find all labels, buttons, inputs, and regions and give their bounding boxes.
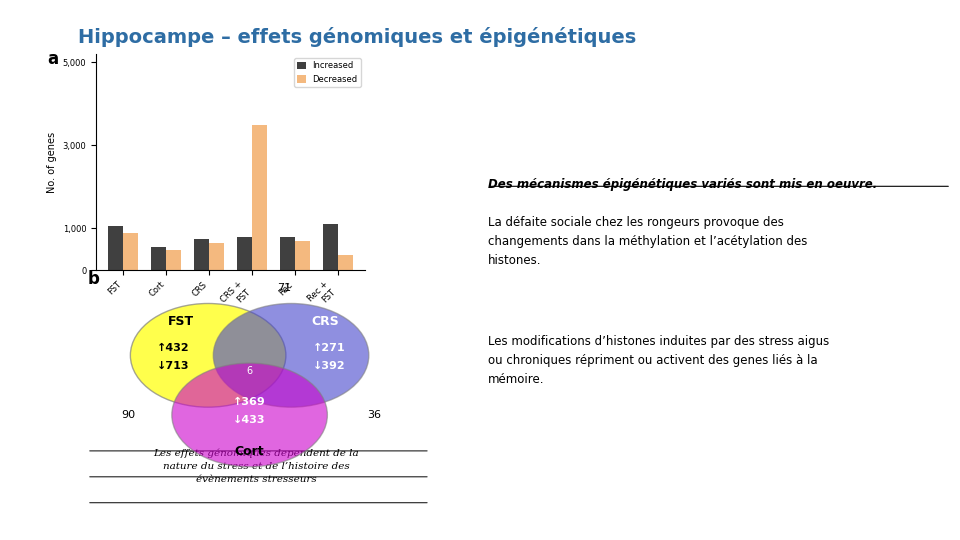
Bar — [194, 239, 209, 270]
Text: ↓433: ↓433 — [233, 415, 266, 425]
Bar — [209, 243, 224, 270]
Text: 6: 6 — [247, 366, 252, 376]
Text: FST: FST — [167, 315, 194, 328]
Bar — [279, 237, 295, 270]
Bar — [338, 255, 352, 270]
Legend: Increased, Decreased: Increased, Decreased — [294, 58, 361, 87]
Ellipse shape — [172, 363, 327, 467]
Bar — [166, 250, 181, 270]
Bar — [108, 226, 123, 270]
Bar — [252, 125, 267, 270]
Text: La défaite sociale chez les rongeurs provoque des
changements dans la méthylatio: La défaite sociale chez les rongeurs pro… — [488, 216, 807, 267]
Bar — [237, 237, 252, 270]
Y-axis label: No. of genes: No. of genes — [47, 131, 57, 193]
Text: 36: 36 — [367, 410, 381, 420]
Bar — [323, 224, 338, 270]
Text: Des mécanismes épigénétiques variés sont mis en oeuvre.: Des mécanismes épigénétiques variés sont… — [488, 178, 877, 191]
Text: ↑271: ↑271 — [313, 342, 346, 353]
Text: b: b — [87, 270, 99, 288]
Text: ↑432: ↑432 — [157, 342, 190, 353]
Text: 90: 90 — [122, 410, 135, 420]
Text: Cort: Cort — [235, 445, 264, 458]
Text: ↓392: ↓392 — [313, 361, 346, 370]
Ellipse shape — [213, 303, 369, 407]
Text: ↑369: ↑369 — [233, 397, 266, 407]
Ellipse shape — [131, 303, 286, 407]
Text: Les modifications d’histones induites par des stress aigus
ou chroniques réprime: Les modifications d’histones induites pa… — [488, 335, 829, 386]
Text: SYSTÈME LIMBIQUE: SYSTÈME LIMBIQUE — [24, 162, 45, 378]
Text: a: a — [48, 50, 59, 68]
Text: ↓713: ↓713 — [157, 361, 190, 370]
Bar — [123, 233, 138, 270]
Bar — [151, 247, 166, 270]
Text: CRS: CRS — [312, 315, 340, 328]
Text: 71: 71 — [277, 283, 291, 293]
Text: Les effets génomiques dependent de la
nature du stress et de l’histoire des
évèn: Les effets génomiques dependent de la na… — [154, 448, 359, 484]
Bar — [295, 241, 310, 270]
Text: Hippocampe – effets génomiques et épigénétiques: Hippocampe – effets génomiques et épigén… — [78, 27, 636, 47]
